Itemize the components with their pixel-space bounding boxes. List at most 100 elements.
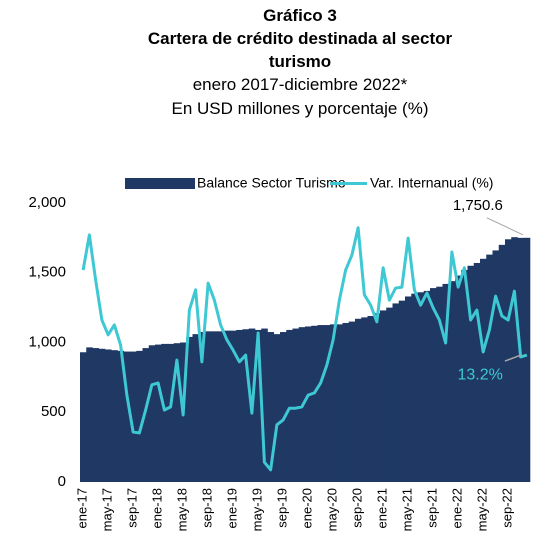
x-tick-label: may-19	[250, 488, 265, 531]
bar	[242, 329, 250, 482]
bar	[523, 237, 531, 482]
legend-swatch	[125, 178, 195, 189]
bar	[273, 334, 281, 482]
y-tick-label: 500	[41, 403, 66, 420]
bar	[236, 329, 243, 482]
bar	[392, 303, 400, 482]
bar	[223, 330, 231, 482]
y-tick-label: 1,000	[28, 333, 66, 350]
x-tick-label: sep-22	[500, 488, 515, 528]
bar	[161, 343, 168, 482]
x-tick-label: sep-19	[275, 488, 290, 528]
bar	[130, 351, 137, 482]
bar	[167, 343, 175, 482]
bar	[423, 290, 431, 482]
bar	[336, 324, 343, 482]
bar	[80, 352, 87, 482]
y-tick-label: 1,500	[28, 264, 66, 281]
bar	[323, 325, 331, 482]
bar	[511, 237, 518, 482]
bar	[367, 315, 375, 482]
bar	[430, 288, 437, 482]
bar	[436, 286, 443, 482]
x-tick-label: ene-19	[225, 488, 240, 528]
legend-label: Balance Sector Turismo	[197, 175, 346, 191]
bar	[473, 262, 481, 482]
line	[81, 226, 528, 472]
chart-note: En USD millones y porcentaje (%)	[171, 99, 429, 118]
header: Gráfico 3 Cartera de crédito destinada a…	[60, 4, 533, 121]
bar	[148, 345, 156, 482]
x-tick-label: sep-21	[425, 488, 440, 528]
bar	[517, 237, 525, 482]
leader-line	[504, 354, 522, 362]
bar	[330, 324, 337, 482]
x-tick-label: ene-20	[300, 488, 315, 528]
y-tick-label: 2,000	[28, 194, 66, 211]
x-tick-label: may-20	[325, 488, 340, 531]
bar	[361, 317, 368, 482]
bar	[192, 334, 200, 482]
x-tick-label: ene-17	[75, 488, 90, 528]
bar	[342, 322, 350, 482]
bar	[86, 347, 93, 482]
legend-label: Var. Internanual (%)	[370, 175, 493, 191]
bar	[448, 281, 456, 482]
bar	[355, 318, 362, 482]
bar	[255, 329, 262, 482]
bar	[198, 332, 206, 482]
bar	[480, 258, 487, 482]
chart-title: Gráfico 3	[263, 6, 337, 25]
chart-note: enero 2017-diciembre 2022*	[192, 75, 408, 94]
y-tick-label: 0	[58, 473, 66, 490]
bar	[111, 350, 118, 482]
bar	[505, 239, 512, 482]
bar	[398, 300, 406, 482]
data-label: 1,750.6	[453, 197, 503, 214]
bar	[455, 275, 462, 482]
bar	[442, 283, 450, 482]
bar	[267, 332, 275, 482]
bar	[492, 250, 500, 482]
bar	[292, 328, 300, 482]
x-tick-label: ene-22	[450, 488, 465, 528]
bar	[386, 307, 393, 482]
bar	[173, 343, 181, 482]
x-tick-label: sep-20	[350, 488, 365, 528]
bar	[373, 313, 381, 482]
bar	[405, 296, 412, 482]
x-tick-label: sep-18	[200, 488, 215, 528]
bar	[411, 293, 418, 482]
bar	[117, 350, 125, 482]
bar	[311, 325, 318, 482]
x-tick-label: ene-21	[375, 488, 390, 528]
bar	[348, 321, 356, 482]
bar	[92, 348, 100, 482]
x-tick-label: may-18	[175, 488, 190, 531]
bar	[486, 254, 493, 482]
bar	[98, 348, 106, 482]
bar	[467, 265, 475, 482]
bar	[317, 325, 325, 482]
bar	[205, 331, 212, 482]
bar	[230, 330, 237, 482]
bar	[186, 336, 193, 482]
bar	[217, 331, 225, 482]
x-tick-label: may-21	[400, 488, 415, 531]
x-tick-label: may-22	[475, 488, 490, 531]
x-tick-label: ene-18	[150, 488, 165, 528]
bar	[461, 269, 468, 482]
bar	[286, 329, 293, 482]
bar	[211, 331, 218, 482]
x-tick-label: sep-17	[125, 488, 140, 528]
bar	[123, 351, 131, 482]
bar	[136, 350, 143, 482]
bar	[417, 292, 425, 482]
x-tick-label: may-17	[100, 488, 115, 531]
data-label: 13.2%	[458, 366, 503, 383]
bar	[155, 344, 162, 482]
bar	[280, 332, 287, 482]
bar	[380, 310, 387, 482]
